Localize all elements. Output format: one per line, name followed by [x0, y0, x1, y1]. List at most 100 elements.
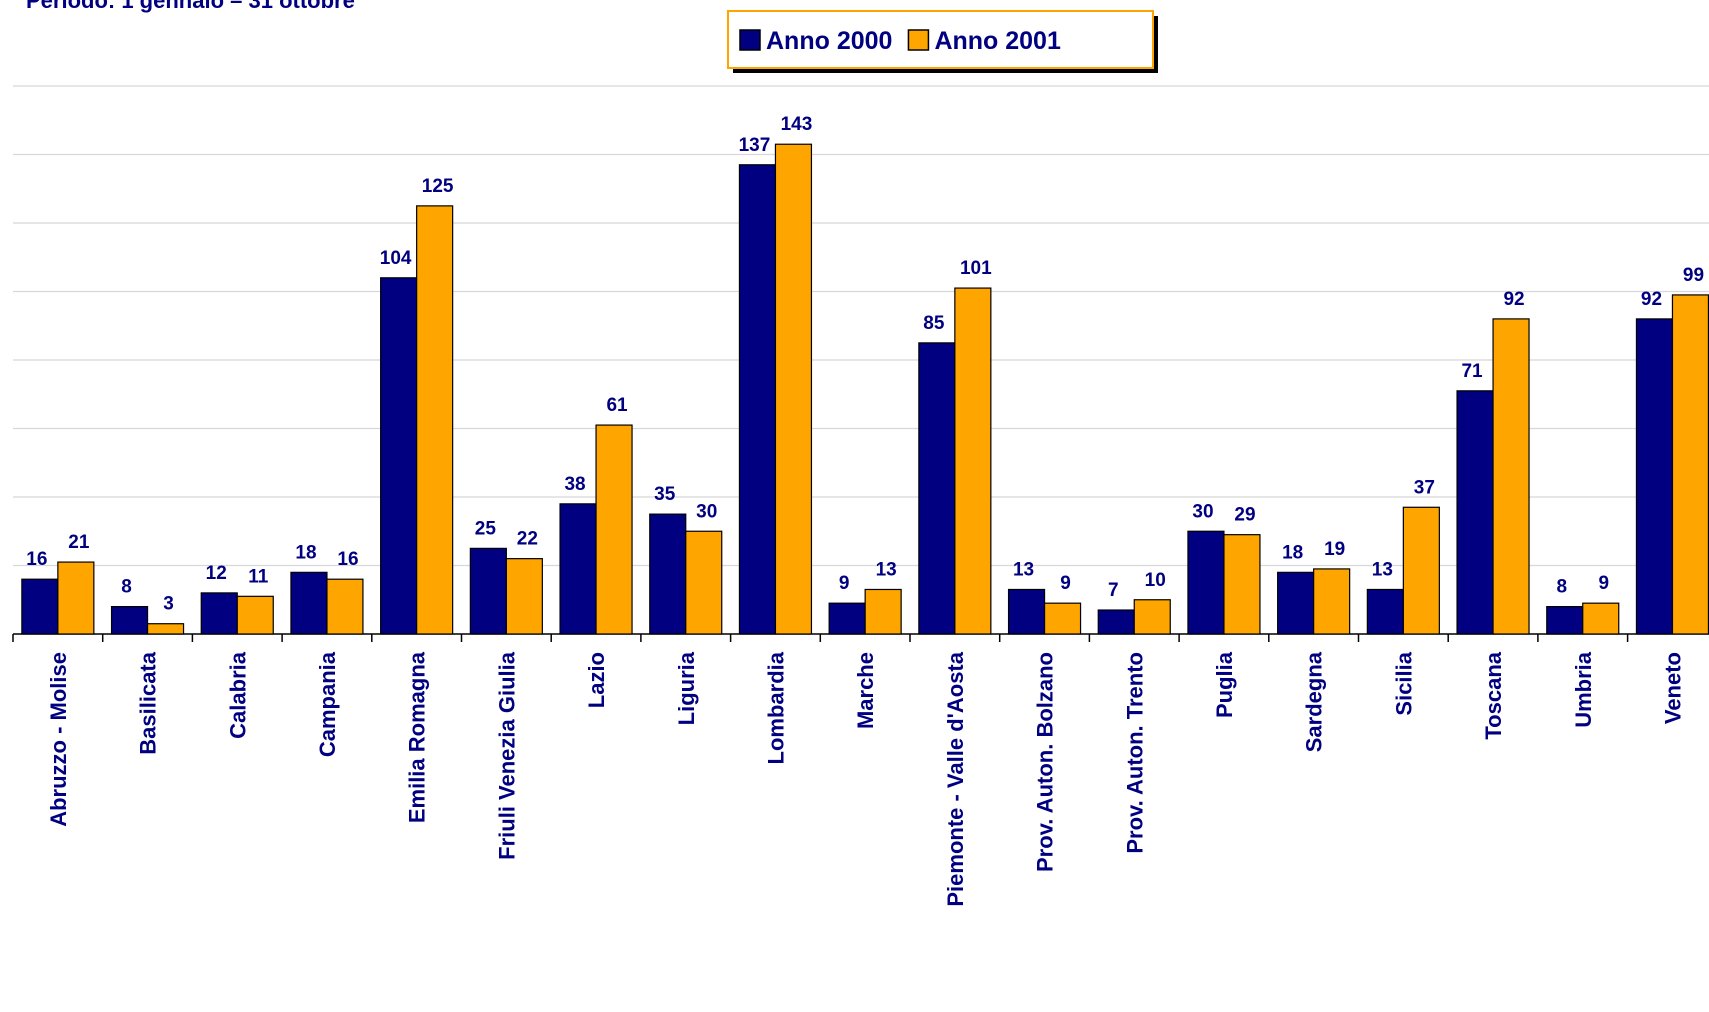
bar: [1492, 318, 1530, 635]
bar: [1456, 390, 1494, 635]
x-tick-label: Umbria: [1571, 651, 1596, 728]
x-tick-label: Puglia: [1212, 651, 1237, 718]
bar: [505, 558, 543, 635]
bar: [828, 602, 866, 635]
data-label: 38: [564, 474, 585, 495]
data-label: 19: [1324, 539, 1345, 560]
data-label: 29: [1234, 505, 1255, 526]
bar: [1043, 602, 1082, 635]
bar: [1097, 609, 1135, 635]
bar: [1007, 588, 1046, 635]
data-label: 92: [1641, 289, 1662, 310]
data-label: 9: [839, 573, 850, 594]
bar: [236, 595, 274, 635]
bar: [1277, 571, 1315, 635]
bar: [864, 588, 902, 635]
legend: [727, 10, 1154, 69]
bar: [146, 623, 185, 635]
data-label: 18: [1282, 542, 1303, 563]
x-tick-label: Veneto: [1660, 652, 1685, 724]
data-label: 30: [696, 501, 717, 522]
bar: [326, 578, 364, 635]
x-tick-label: Emilia Romagna: [405, 651, 430, 823]
data-label: 7: [1108, 580, 1119, 601]
bar: [57, 561, 95, 635]
data-label: 99: [1683, 265, 1704, 286]
data-label: 92: [1503, 289, 1524, 310]
data-label: 18: [295, 542, 316, 563]
data-label: 16: [26, 549, 47, 570]
data-label: 25: [475, 518, 497, 539]
bar: [21, 578, 59, 635]
legend-label: Anno 2001: [934, 27, 1061, 55]
bar: [200, 592, 238, 635]
bar: [1635, 318, 1674, 635]
data-label: 8: [121, 577, 132, 598]
data-label: 16: [337, 549, 358, 570]
bar: [1223, 534, 1261, 635]
bar: [774, 143, 813, 635]
legend-swatch: [907, 29, 930, 51]
bar: [110, 605, 149, 635]
data-label: 3: [163, 594, 174, 615]
data-label: 37: [1414, 477, 1435, 498]
chart-subtitle: Periodo: 1 gennaio – 31 ottobre: [26, 0, 355, 13]
bar: [595, 424, 633, 635]
bar: [1546, 605, 1584, 635]
x-tick-label: Marche: [853, 652, 878, 729]
bar: [559, 503, 597, 635]
x-tick-label: Calabria: [225, 651, 250, 739]
bar: [1582, 602, 1620, 635]
data-label: 13: [1372, 559, 1393, 580]
x-tick-label: Prov. Auton. Trento: [1122, 652, 1147, 854]
x-tick-label: Campania: [315, 651, 340, 757]
data-label: 21: [68, 532, 90, 553]
bar: [685, 530, 723, 635]
data-label: 22: [517, 529, 538, 550]
x-tick-label: Basilicata: [136, 651, 161, 754]
x-tick-label: Prov. Auton. Bolzano: [1033, 652, 1058, 872]
data-label: 137: [739, 135, 771, 156]
data-label: 10: [1145, 570, 1166, 591]
bar: [1313, 568, 1351, 635]
bar: [380, 277, 418, 635]
data-label: 71: [1461, 361, 1483, 382]
data-label: 125: [422, 176, 454, 197]
bar: [738, 164, 777, 635]
bar: [1187, 530, 1225, 635]
bar: [1133, 599, 1171, 635]
x-tick-label: Lazio: [584, 652, 609, 708]
data-label: 35: [654, 484, 676, 505]
bar: [469, 547, 507, 635]
legend-label: Anno 2000: [766, 27, 892, 55]
data-label: 13: [1013, 559, 1034, 580]
bar: [954, 287, 992, 635]
data-label: 104: [380, 248, 412, 269]
data-label: 9: [1598, 573, 1609, 594]
x-tick-label: Liguria: [674, 651, 699, 725]
data-label: 11: [248, 566, 269, 587]
bar: [416, 205, 454, 635]
data-label: 9: [1060, 573, 1071, 594]
x-tick-label: Toscana: [1481, 651, 1506, 739]
bar: [1402, 506, 1440, 635]
x-tick-label: Sardegna: [1302, 651, 1327, 752]
data-label: 30: [1192, 501, 1213, 522]
legend-swatch: [739, 29, 761, 51]
data-label: 12: [206, 563, 227, 584]
data-label: 101: [960, 258, 992, 279]
bar: [1366, 588, 1404, 635]
data-label: 85: [923, 313, 945, 334]
bar: [290, 571, 328, 635]
data-label: 61: [606, 395, 628, 416]
data-label: 13: [876, 559, 897, 580]
data-label: 8: [1556, 577, 1567, 598]
bar: [649, 513, 687, 635]
data-label: 143: [781, 114, 813, 135]
bar: [1671, 294, 1709, 635]
x-tick-label: Piemonte - Valle d'Aosta: [943, 651, 968, 906]
x-tick-label: Lombardia: [763, 651, 788, 764]
bar: [918, 342, 956, 635]
x-tick-label: Abruzzo - Molise: [46, 652, 71, 827]
